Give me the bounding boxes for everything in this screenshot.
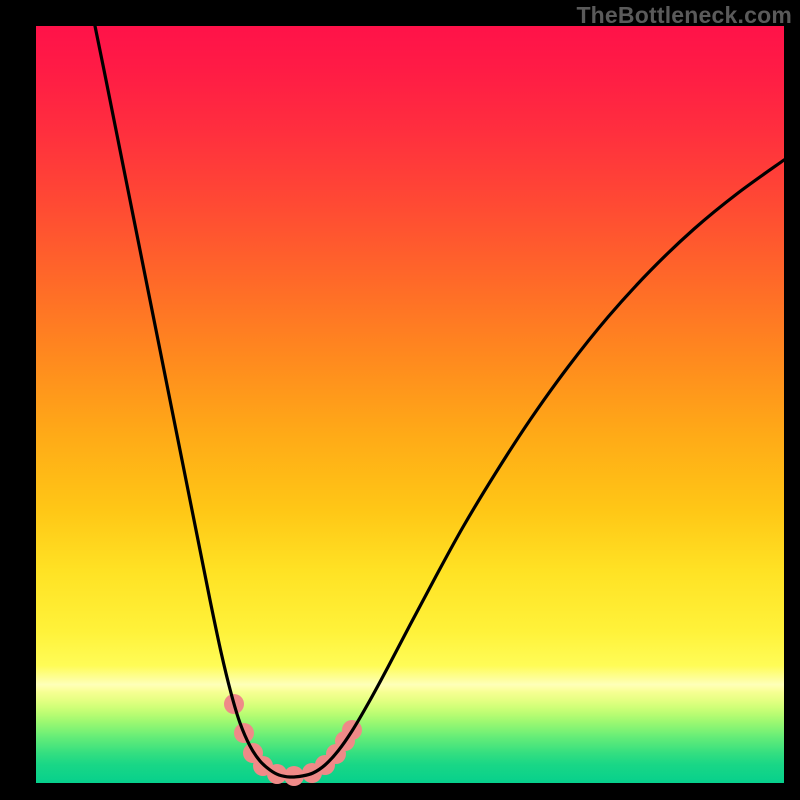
watermark-text: TheBottleneck.com [576, 2, 792, 29]
gradient-background [36, 26, 784, 783]
chart-container: TheBottleneck.com [0, 0, 800, 800]
